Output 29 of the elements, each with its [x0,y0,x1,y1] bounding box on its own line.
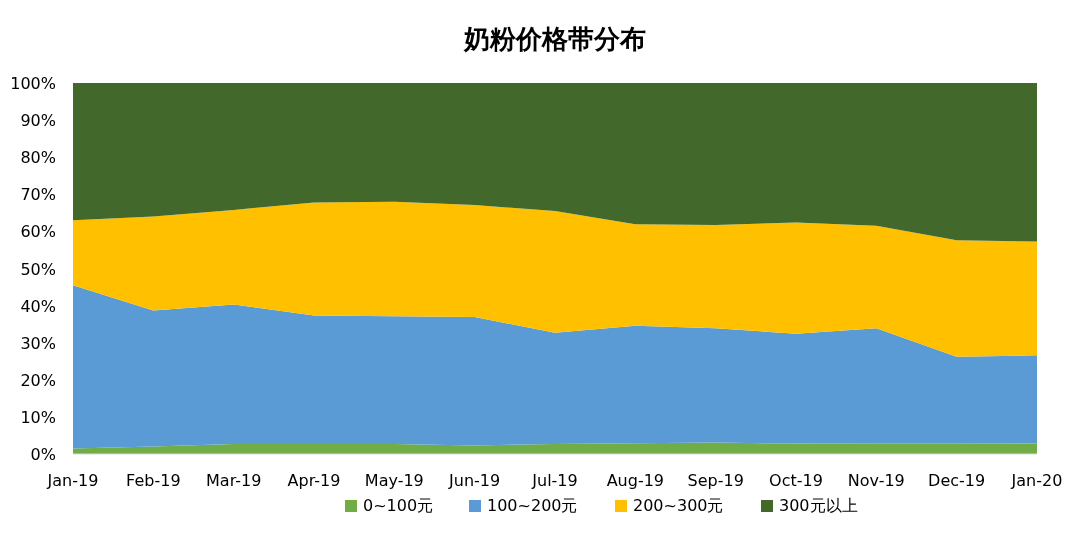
x-tick-label: Oct-19 [769,471,823,490]
y-tick-label: 40% [20,296,56,316]
x-tick-label: Sep-19 [687,471,744,490]
y-tick-label: 30% [20,333,56,353]
x-tick-label: Feb-19 [126,471,181,490]
chart-title: 奶粉价格带分布 [463,24,646,54]
x-tick-label: Jan-19 [46,471,99,490]
y-tick-label: 20% [20,370,56,390]
legend-label: 200~300元 [633,496,724,515]
y-tick-label: 50% [20,259,56,279]
y-tick-label: 100% [10,74,56,93]
x-tick-label: Dec-19 [928,471,986,490]
x-tick-label: Mar-19 [206,471,262,490]
y-tick-label: 60% [20,222,56,242]
x-tick-label: May-19 [364,471,424,490]
x-tick-label: Jan-20 [1010,471,1063,490]
y-tick-label: 70% [20,185,56,205]
y-tick-label: 10% [20,407,56,427]
y-tick-label: 90% [20,111,56,131]
x-tick-label: Jul-19 [531,471,578,490]
x-tick-label: Nov-19 [847,471,905,490]
x-tick-label: Apr-19 [287,471,341,490]
y-tick-label: 80% [20,148,56,168]
y-tick-label: 0% [30,445,56,464]
legend-label: 100~200元 [487,496,578,515]
legend-label: 0~100元 [363,496,434,515]
x-tick-label: Jun-19 [448,471,501,490]
legend-label: 300元以上 [779,496,858,515]
x-tick-label: Aug-19 [606,471,665,490]
